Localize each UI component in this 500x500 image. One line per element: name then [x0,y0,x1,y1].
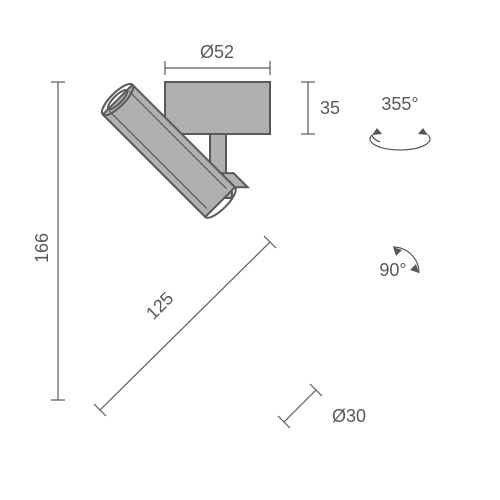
dim-base-dia: Ø52 [165,42,270,75]
dim-label: Ø30 [332,406,366,426]
dim-label: 35 [320,98,340,118]
dim-height-166: 166 [32,82,65,400]
dim-label: 166 [32,233,52,263]
rotation-label: 90° [379,260,406,280]
dim-tube-dia: Ø30 [278,384,366,428]
dim-base-height: 35 [301,82,340,134]
rotation-horizontal: 355° [370,94,430,150]
dim-label: 125 [142,288,177,323]
mount-base [165,82,270,134]
dim-label: Ø52 [200,42,234,62]
dim-tube-length: 125 [94,236,276,416]
rotation-label: 355° [381,94,418,114]
rotation-tilt: 90° [379,247,419,280]
